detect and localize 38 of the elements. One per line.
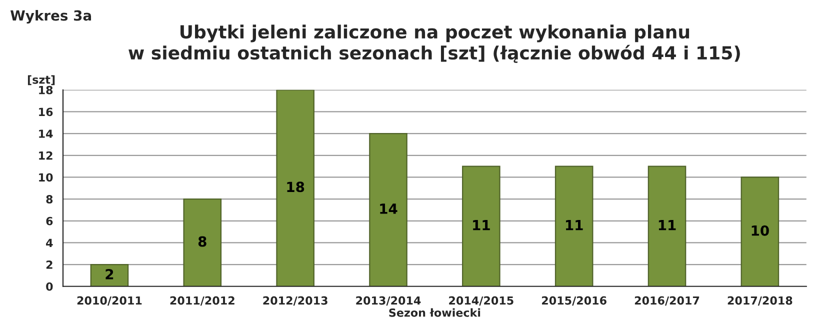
x-tick-label: 2014/2015 <box>449 296 514 306</box>
y-tick-label: 14 <box>39 130 53 138</box>
x-tick-label: 2015/2016 <box>542 296 606 306</box>
y-axis-title: [szt] <box>28 75 55 86</box>
y-tick-label: 2 <box>46 260 52 269</box>
bar <box>276 90 314 286</box>
data-label: 11 <box>658 220 676 230</box>
y-tick-label: 18 <box>39 86 53 94</box>
bar <box>369 133 408 286</box>
data-label: 2 <box>106 268 114 280</box>
bar <box>648 166 686 286</box>
data-label: 10 <box>752 225 769 236</box>
data-label: 8 <box>198 236 206 247</box>
y-tick-label: 12 <box>39 151 52 160</box>
y-tick-label: 8 <box>46 195 53 204</box>
x-tick-label: 2012/2013 <box>263 296 328 306</box>
x-tick-label: 2017/2018 <box>728 296 792 306</box>
data-label: 11 <box>473 220 490 230</box>
x-axis-title: Sezon łowiecki <box>389 308 480 317</box>
y-tick-label: 10 <box>39 173 53 182</box>
bar <box>462 166 500 286</box>
bar <box>90 264 129 286</box>
data-label: 14 <box>380 204 398 214</box>
text: Wykres 3a <box>10 10 92 24</box>
x-tick-label: 2016/2017 <box>634 296 700 306</box>
data-label: 11 <box>566 220 583 230</box>
bar <box>740 176 780 286</box>
x-tick-label: 2010/2011 <box>77 296 142 306</box>
x-tick-label: 2011/2012 <box>170 296 234 306</box>
y-tick-label: 6 <box>46 216 53 226</box>
data-label: 18 <box>287 182 304 192</box>
y-tick-label: 0 <box>46 282 53 291</box>
chart-title: Ubytki jeleni zaliczone na poczet wykonania planu w siedmiu ostatnich sezonach [szt] (łącznie obwód 44 i 115) <box>128 24 740 63</box>
y-tick-label: 16 <box>39 108 53 116</box>
bar <box>183 198 222 286</box>
y-tick-label: 4 <box>46 238 53 247</box>
x-tick-label: 2013/2014 <box>356 296 421 306</box>
bar <box>554 166 594 286</box>
